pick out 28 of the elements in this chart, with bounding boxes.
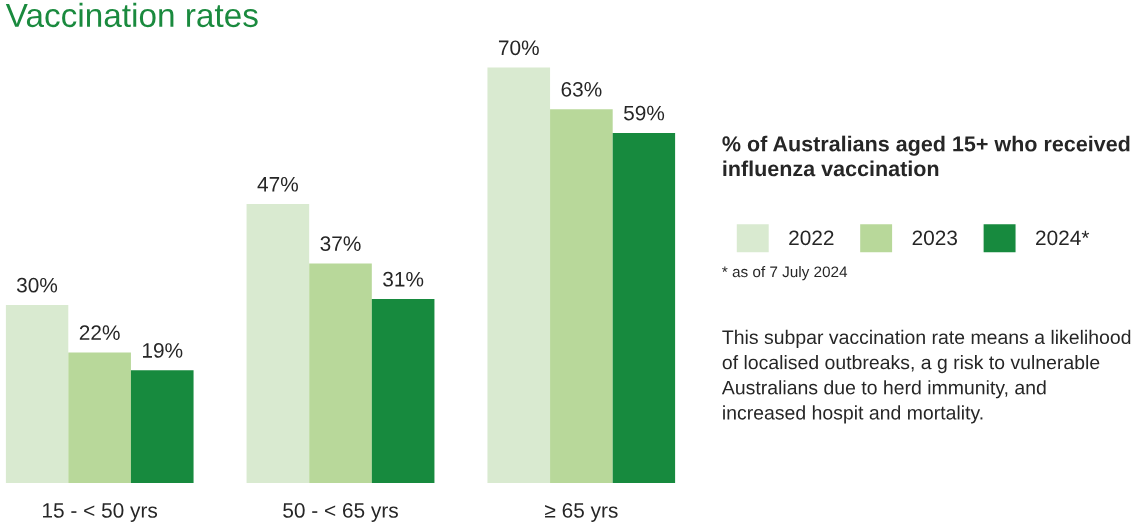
text: * as of 7 July 2024	[722, 266, 848, 281]
data-label: 30%	[16, 277, 58, 293]
data-label: 63%	[561, 81, 602, 97]
legend-label: 2024*	[1036, 230, 1090, 246]
data-label: 19%	[142, 343, 183, 358]
bar	[5, 305, 69, 484]
legend-title: % of Australians aged 15+ who received influenza vaccination	[722, 135, 1130, 177]
legend-label: 2023	[912, 230, 958, 246]
x-tick-label: 15 - < 50 yrs	[43, 503, 158, 522]
data-label: 59%	[624, 105, 665, 121]
data-label: 31%	[383, 271, 424, 287]
x-tick-label: ≥ 65 yrs	[545, 503, 618, 522]
data-label: 37%	[320, 236, 361, 251]
bar	[550, 109, 613, 484]
bar	[130, 370, 194, 484]
legend-label: 2022	[789, 230, 834, 246]
bar	[371, 299, 435, 484]
chart-title: Vaccination rates	[5, 2, 258, 28]
x-tick-label: 50 - < 65 yrs	[283, 503, 398, 522]
text: This subpar vaccination rate means a likelihood of localised outbreaks, a g risk to vulnerable Australians due to herd immunity, and increased hospit and mortality.	[721, 329, 1131, 424]
data-label: 70%	[498, 40, 539, 56]
data-label: 22%	[79, 325, 120, 340]
bar	[246, 204, 310, 484]
bar	[309, 263, 372, 484]
bar	[487, 67, 551, 484]
bar	[68, 352, 131, 484]
data-label: 47%	[257, 176, 298, 192]
bar	[612, 132, 676, 484]
